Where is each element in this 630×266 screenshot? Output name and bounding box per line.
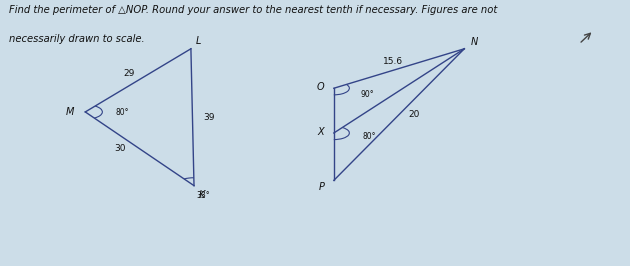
Text: P: P <box>319 182 324 193</box>
Text: 80°: 80° <box>115 108 129 117</box>
Text: 30: 30 <box>115 144 126 153</box>
Text: O: O <box>317 82 324 92</box>
Text: L: L <box>196 36 201 45</box>
Text: K: K <box>199 190 205 200</box>
Text: necessarily drawn to scale.: necessarily drawn to scale. <box>9 34 144 44</box>
Text: 90°: 90° <box>360 90 374 98</box>
Text: 20: 20 <box>408 110 420 119</box>
Text: X: X <box>318 127 324 138</box>
Text: 15.6: 15.6 <box>383 57 403 66</box>
Text: M: M <box>66 107 74 117</box>
Text: 33°: 33° <box>197 190 210 200</box>
Text: N: N <box>471 37 478 47</box>
Text: 80°: 80° <box>362 132 376 141</box>
Text: Find the perimeter of △NOP. Round your answer to the nearest tenth if necessary.: Find the perimeter of △NOP. Round your a… <box>9 5 497 15</box>
Text: 29: 29 <box>123 69 134 78</box>
Text: 39: 39 <box>203 113 215 122</box>
